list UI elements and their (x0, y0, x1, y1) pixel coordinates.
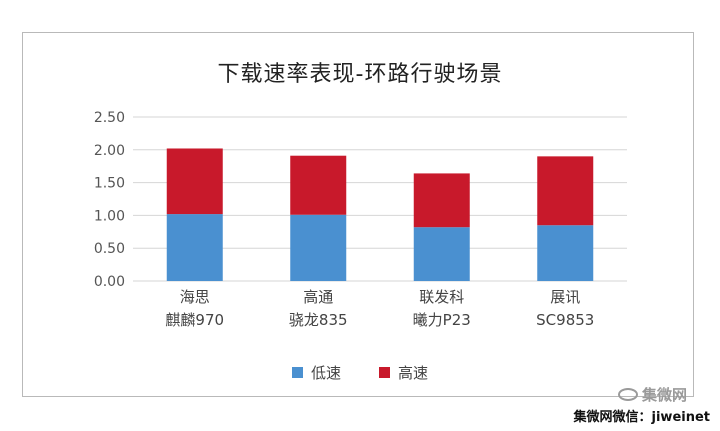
wechat-icon (618, 388, 638, 401)
y-tick-label: 0.00 (94, 274, 125, 290)
chart-title: 下载速率表现-环路行驶场景 (217, 62, 503, 87)
watermark-credit: 集微网微信：jiweinet (573, 410, 710, 425)
x-tick-label: 骁龙835 (289, 311, 348, 329)
legend-item-low: 低速 (291, 362, 341, 383)
legend-label-low: 低速 (310, 364, 341, 382)
x-tick-label: 高通 (303, 288, 333, 306)
y-tick-label: 2.50 (94, 110, 125, 126)
watermark-logo-text: 集微网 (642, 386, 688, 404)
bar-low (537, 225, 594, 281)
legend: 低速 高速 (0, 362, 720, 383)
y-tick-label: 2.00 (94, 143, 125, 159)
y-tick-label: 1.50 (94, 176, 125, 192)
bar-low (166, 214, 223, 281)
x-tick-label: 曦力P23 (413, 311, 471, 329)
y-tick-label: 0.50 (94, 241, 125, 257)
x-tick-label: 联发科 (419, 288, 464, 306)
legend-swatch-high (379, 367, 390, 378)
legend-item-high: 高速 (379, 362, 428, 383)
x-tick-label: 麒麟970 (165, 311, 224, 329)
bar-high (413, 173, 470, 228)
bar-high (290, 155, 347, 215)
x-tick-label: 展讯 (550, 288, 580, 306)
bar-low (290, 214, 347, 281)
bar-high (166, 148, 223, 215)
y-tick-label: 1.00 (94, 208, 125, 224)
legend-label-high: 高速 (398, 364, 429, 382)
bar-high (537, 156, 594, 226)
x-tick-label: 海思 (180, 288, 210, 306)
watermark-logo: 集微网 (618, 384, 687, 405)
x-tick-label: SC9853 (536, 311, 594, 329)
bar-low (413, 227, 470, 281)
legend-swatch-low (291, 367, 303, 378)
